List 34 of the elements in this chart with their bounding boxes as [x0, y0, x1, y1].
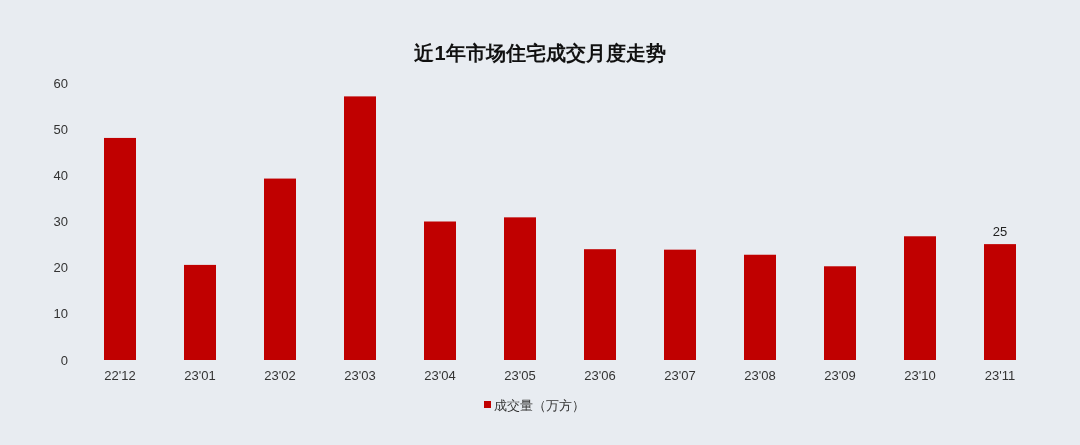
x-tick-label: 23'09: [824, 368, 856, 383]
x-tick-label: 23'06: [584, 368, 616, 383]
chart-title: 近1年市场住宅成交月度走势: [413, 42, 666, 64]
x-tick-label: 23'01: [184, 368, 216, 383]
bar: [184, 264, 216, 360]
x-tick-label: 23'02: [264, 368, 296, 383]
y-tick-label: 50: [53, 121, 68, 137]
x-tick-label: 23'03: [344, 368, 376, 383]
x-tick-label: 23'07: [664, 368, 696, 383]
bar: [504, 217, 536, 360]
bar: [424, 221, 456, 360]
bar: [664, 249, 696, 360]
y-tick-label: 0: [60, 352, 68, 368]
x-tick-label: 23'11: [984, 368, 1016, 383]
x-tick-label: 23'05: [504, 368, 536, 383]
y-tick-label: 40: [53, 167, 68, 183]
bar: [824, 266, 856, 360]
y-tick-label: 20: [53, 260, 68, 276]
bar: [104, 137, 136, 360]
x-tick-label: 22'12: [104, 368, 136, 383]
bar: [264, 178, 296, 360]
y-tick-label: 60: [53, 75, 68, 91]
bar: [984, 244, 1016, 360]
y-tick-label: 30: [53, 214, 68, 230]
bar: [344, 96, 376, 360]
bar: [744, 254, 776, 360]
legend-label: 成交量（万方）: [494, 397, 585, 413]
x-tick-label: 23'04: [424, 368, 456, 383]
x-tick-label: 23'08: [744, 368, 776, 383]
data-label: 25: [992, 224, 1008, 240]
bar: [584, 249, 616, 360]
y-tick-label: 10: [53, 306, 68, 322]
x-tick-label: 23'10: [904, 368, 936, 383]
bar: [904, 236, 936, 360]
